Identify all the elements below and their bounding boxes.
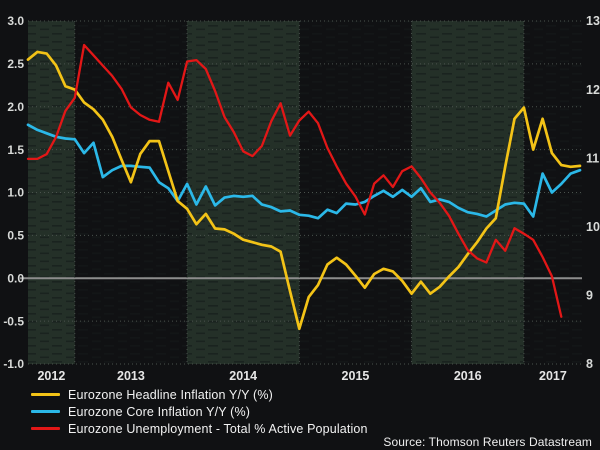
legend-item: Eurozone Core Inflation Y/Y (%)	[31, 404, 368, 419]
legend-item-label: Eurozone Headline Inflation Y/Y (%)	[68, 387, 273, 402]
svg-text:8: 8	[586, 357, 593, 371]
svg-text:2013: 2013	[117, 369, 145, 383]
svg-text:13: 13	[586, 14, 600, 28]
svg-text:2016: 2016	[454, 369, 482, 383]
legend-item-label: Eurozone Core Inflation Y/Y (%)	[68, 404, 251, 419]
svg-text:9: 9	[586, 289, 593, 303]
svg-text:11: 11	[586, 151, 599, 165]
svg-text:3.0: 3.0	[7, 14, 24, 28]
svg-text:1.0: 1.0	[7, 186, 24, 200]
legend-line-swatch	[31, 393, 60, 396]
source-credit: Source: Thomson Reuters Datastream	[383, 435, 592, 449]
svg-text:12: 12	[586, 83, 600, 97]
svg-text:2012: 2012	[37, 369, 65, 383]
legend: Eurozone Headline Inflation Y/Y (%) Euro…	[31, 387, 368, 436]
svg-text:0.0: 0.0	[7, 271, 24, 285]
svg-text:10: 10	[586, 220, 600, 234]
svg-text:0.5: 0.5	[7, 229, 24, 243]
legend-line-swatch	[31, 427, 60, 430]
legend-item-label: Eurozone Unemployment - Total % Active P…	[68, 421, 368, 436]
svg-text:2014: 2014	[229, 369, 257, 383]
svg-text:2.0: 2.0	[7, 100, 24, 114]
legend-item: Eurozone Headline Inflation Y/Y (%)	[31, 387, 368, 402]
svg-text:2015: 2015	[342, 369, 370, 383]
svg-text:2.5: 2.5	[7, 57, 24, 71]
legend-line-swatch	[31, 410, 60, 413]
svg-text:2017: 2017	[539, 369, 567, 383]
svg-text:-1.0: -1.0	[3, 357, 24, 371]
svg-text:-0.5: -0.5	[3, 314, 24, 328]
svg-text:1.5: 1.5	[7, 143, 24, 157]
legend-item: Eurozone Unemployment - Total % Active P…	[31, 421, 368, 436]
